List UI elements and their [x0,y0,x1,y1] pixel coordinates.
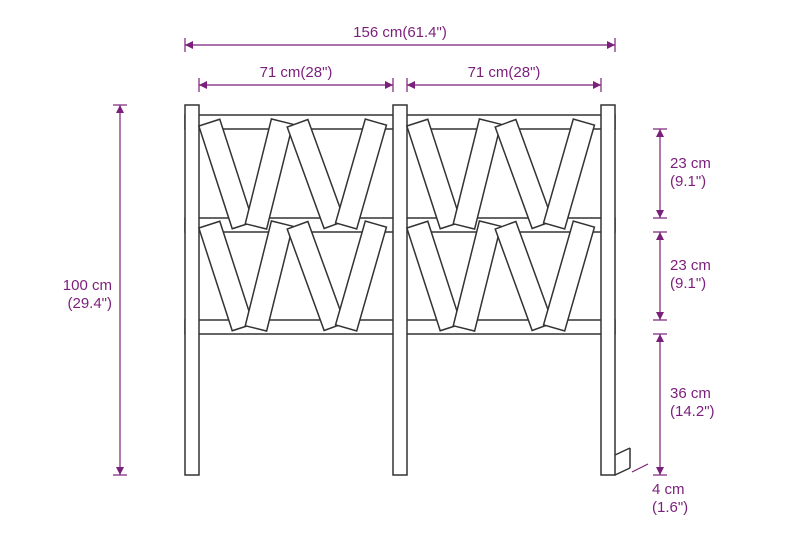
dim-panel-left: 71 cm(28") [199,64,393,92]
dim-row-bottom-label-cm: 23 cm [670,257,711,274]
dim-leg-label-cm: 36 cm [670,385,711,402]
slats-row2-left [199,221,387,331]
dim-leg-label-in: (14.2") [670,403,715,420]
depth-indicator [615,448,630,475]
slats-row1-left [199,119,387,229]
dim-row-top-label-in: (9.1") [670,173,706,190]
dim-depth-label-cm: 4 cm [652,481,685,498]
slats-row1-right [407,119,595,229]
dim-panel-right-label: 71 cm(28") [468,64,541,81]
center-post [393,105,407,475]
dim-total-width-label: 156 cm(61.4") [353,24,447,41]
dim-depth-label-in: (1.6") [652,499,688,516]
dim-total-height: 100 cm (29.4") [63,105,127,475]
dim-panel-left-label: 71 cm(28") [260,64,333,81]
dim-leg: 36 cm (14.2") [653,334,715,475]
dim-row-top: 23 cm (9.1") [653,129,711,218]
dim-row-bottom: 23 cm (9.1") [653,232,711,320]
dim-total-height-label-cm: 100 cm [63,277,112,294]
dim-panel-right: 71 cm(28") [407,64,601,92]
slats-row2-right [407,221,595,331]
dim-total-width: 156 cm(61.4") [185,24,615,52]
headboard-drawing [185,105,630,475]
dim-row-bottom-label-in: (9.1") [670,275,706,292]
left-post [185,105,199,475]
dim-total-height-label-in: (29.4") [67,295,112,312]
right-post [601,105,615,475]
dim-row-top-label-cm: 23 cm [670,155,711,172]
